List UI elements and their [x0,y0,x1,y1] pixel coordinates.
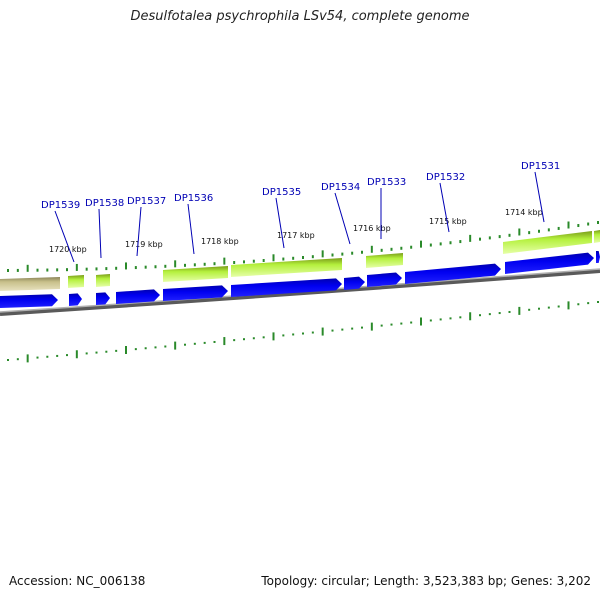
cds-arrow [344,276,365,290]
scale-label: 1718 kbp [201,237,239,246]
feature-segment [503,231,592,254]
gene-leader-line [136,206,142,257]
scale-labels: 1720 kbp 1719 kbp 1718 kbp 1717 kbp 1716 kbp… [49,208,543,254]
upper-tick-ring [7,221,599,272]
gene-leader-line [534,171,545,223]
gene-leader-line [187,203,195,255]
cds-arrow [231,278,342,297]
feature-segment [594,230,600,243]
gene-leader-line [54,210,75,263]
feature-segment [231,258,342,277]
genome-summary-text: Topology: circular; Length: 3,523,383 bp… [261,574,591,588]
genome-title: Desulfotalea psychrophila LSv54, complet… [130,9,470,24]
cds-arrow [69,293,82,306]
gene-leader-line [275,197,285,249]
gene-label: DP1533 [367,177,406,188]
feature-segment [68,275,84,288]
gene-leader-line [98,208,102,259]
cds-arrow [0,294,58,308]
lower-tick-ring [7,301,599,363]
gene-label: DP1535 [262,187,301,198]
accession-text: Accession: NC_006138 [9,574,146,588]
gene-label: DP1536 [174,193,213,204]
cds-arrow [116,289,160,304]
gene-leader-line [334,192,351,245]
scale-label: 1717 kbp [277,231,315,240]
feature-segment [366,253,403,268]
cds-arrow [405,263,501,284]
cds-arrow [96,292,110,305]
cds-track [0,251,600,308]
gene-label: DP1537 [127,196,166,207]
feature-segment [163,266,228,282]
feature-segment [0,277,60,291]
scale-label: 1714 kbp [505,208,543,217]
cds-arrow [163,285,228,301]
gene-label: DP1534 [321,182,360,193]
scale-label: 1715 kbp [429,217,467,226]
feature-track [0,230,600,291]
gene-label: DP1538 [85,198,124,209]
cds-arrow [367,272,402,287]
gene-leader-line [439,182,450,233]
cds-arrow [596,251,600,263]
gene-labels: DP1539 DP1538 DP1537 DP1536 DP1535 DP1534 DP15… [41,161,560,263]
feature-segment [96,274,110,287]
scale-label: 1720 kbp [49,245,87,254]
scale-label: 1719 kbp [125,240,163,249]
scale-label: 1716 kbp [353,224,391,233]
gene-label: DP1531 [521,161,560,172]
gene-label: DP1539 [41,200,80,211]
cds-arrow [505,252,594,274]
gene-label: DP1532 [426,172,465,183]
